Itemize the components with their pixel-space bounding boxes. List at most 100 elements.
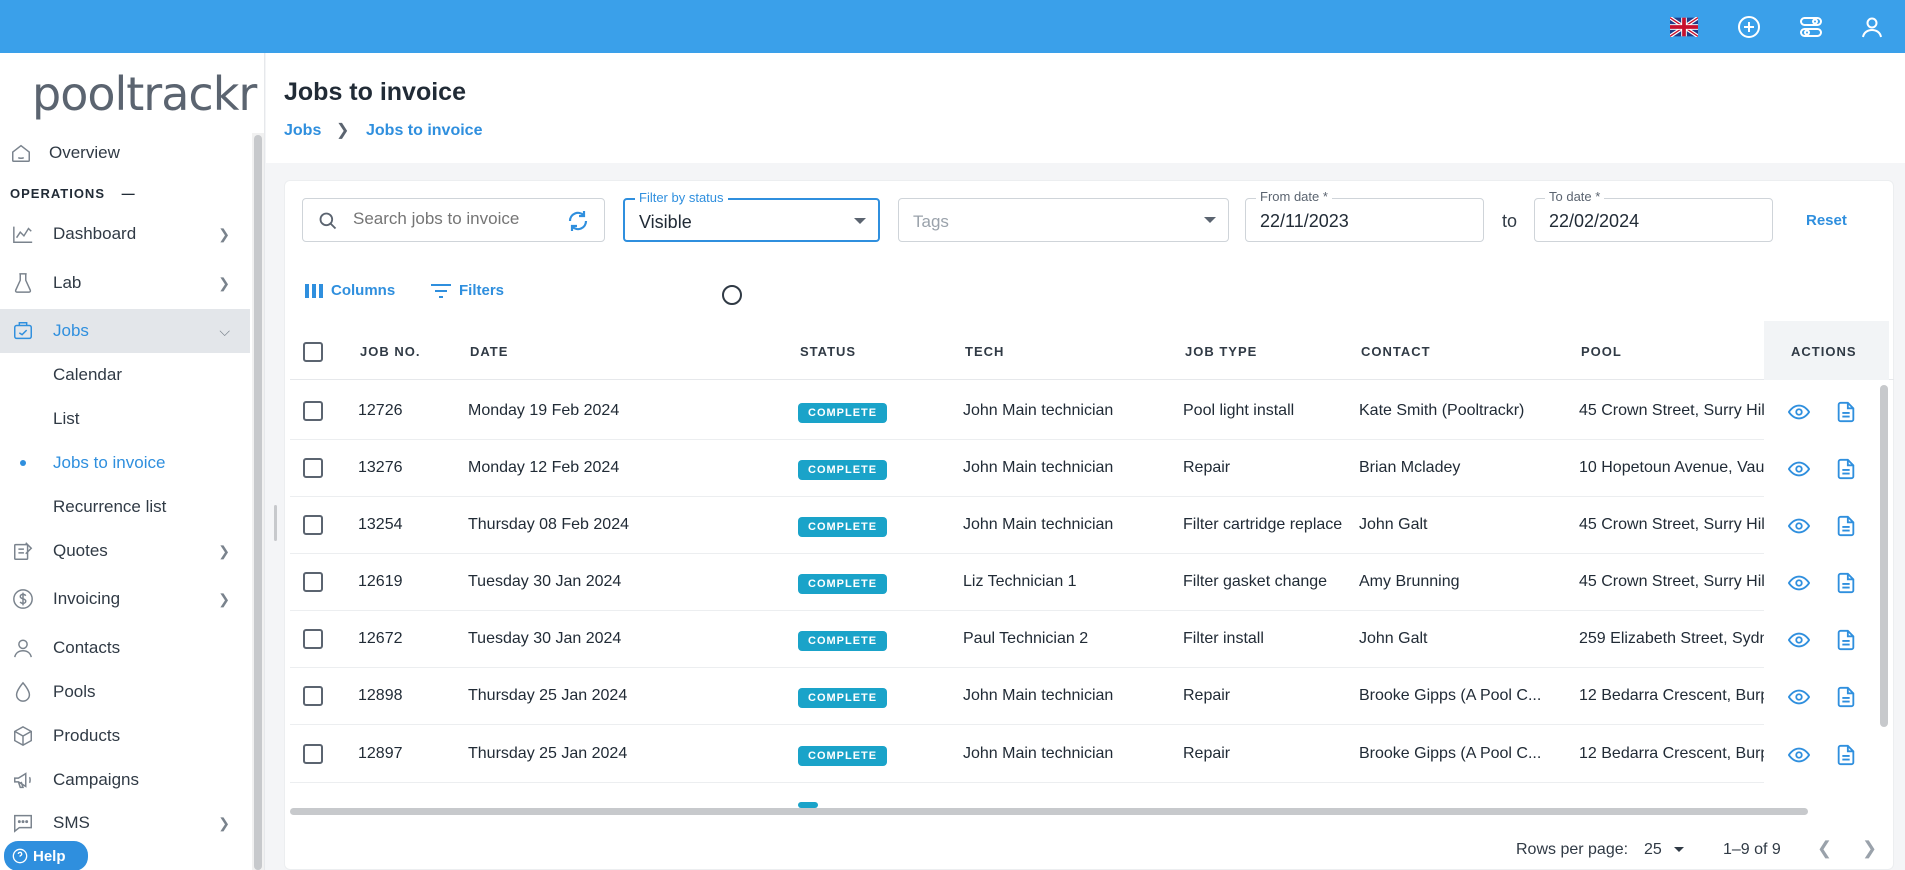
document-icon[interactable]	[1835, 572, 1857, 594]
chevron-down-icon: ⌵	[219, 322, 230, 339]
pagination-range: 1–9 of 9	[1723, 841, 1781, 858]
section-operations[interactable]: OPERATIONS —	[10, 186, 136, 201]
col-actions: ACTIONS	[1791, 344, 1857, 359]
row-checkbox[interactable]	[303, 401, 323, 421]
search-input[interactable]	[353, 209, 553, 229]
help-button[interactable]: Help	[4, 841, 88, 870]
row-actions	[1764, 383, 1889, 440]
cell-tech: John Main technician	[963, 745, 1114, 762]
table-row[interactable]	[290, 611, 1764, 668]
reset-button[interactable]: Reset	[1806, 212, 1847, 229]
table-row[interactable]	[290, 440, 1764, 497]
sidebar-item-lab[interactable]: Lab ❯	[0, 261, 250, 305]
select-all-checkbox[interactable]	[303, 342, 323, 362]
sidebar-subitem-recurrence-list[interactable]: Recurrence list	[53, 497, 167, 516]
cell-contact: Brooke Gipps (A Pool C...	[1359, 687, 1542, 704]
table-row[interactable]	[290, 726, 1764, 783]
row-actions	[1764, 668, 1889, 725]
cell-tech: John Main technician	[963, 459, 1114, 476]
sidebar-item-quotes[interactable]: Quotes ❯	[0, 529, 250, 573]
tags-select[interactable]: Tags	[898, 198, 1229, 242]
cell-tech: Liz Technician 1	[963, 573, 1077, 590]
sidebar-item-pools[interactable]: Pools	[0, 670, 250, 714]
sidebar-item-label: Jobs	[53, 321, 89, 340]
document-icon[interactable]	[1835, 401, 1857, 423]
col-date[interactable]: DATE	[470, 344, 509, 359]
breadcrumb-jobs[interactable]: Jobs	[284, 122, 322, 139]
document-icon[interactable]	[1835, 458, 1857, 480]
sidebar-item-contacts[interactable]: Contacts	[0, 626, 250, 670]
cell-date: Tuesday 30 Jan 2024	[468, 573, 622, 590]
row-checkbox[interactable]	[303, 572, 323, 592]
status-select[interactable]: Filter by status Visible	[623, 190, 880, 242]
eye-icon[interactable]	[1788, 572, 1810, 594]
sidebar-resize-handle[interactable]	[274, 505, 277, 541]
plus-circle-icon[interactable]	[1735, 13, 1763, 41]
settings-toggle-icon[interactable]	[1797, 13, 1825, 41]
sidebar-item-overview[interactable]: Overview	[0, 131, 250, 175]
sidebar: pooltrackr	[0, 53, 265, 870]
table-horizontal-scrollbar[interactable]	[290, 808, 1808, 815]
col-job-no[interactable]: JOB NO.	[360, 344, 421, 359]
cell-contact: John Galt	[1359, 630, 1428, 647]
row-actions	[1764, 611, 1889, 668]
table-row[interactable]	[290, 383, 1764, 440]
cell-date: Thursday 08 Feb 2024	[468, 516, 629, 533]
to-date-field[interactable]: To date * 22/02/2024	[1534, 189, 1773, 242]
sidebar-item-dashboard[interactable]: Dashboard ❯	[0, 212, 250, 256]
from-date-field[interactable]: From date * 22/11/2023	[1245, 189, 1484, 242]
refresh-icon[interactable]	[566, 209, 590, 233]
sidebar-subitem-list[interactable]: List	[53, 409, 80, 428]
rows-per-page-select[interactable]: 25	[1644, 841, 1685, 859]
sidebar-item-sms[interactable]: SMS ❯	[0, 801, 250, 845]
status-badge: COMPLETE	[798, 688, 888, 708]
filters-button[interactable]: Filters	[431, 282, 504, 299]
sidebar-subitem-jobs-to-invoice[interactable]: Jobs to invoice	[53, 453, 166, 472]
table-row[interactable]	[290, 554, 1764, 611]
col-contact[interactable]: CONTACT	[1361, 344, 1431, 359]
document-icon[interactable]	[1835, 744, 1857, 766]
table-vertical-scrollbar[interactable]	[1880, 385, 1888, 727]
sidebar-scrollbar-thumb[interactable]	[254, 135, 262, 870]
col-tech[interactable]: TECH	[965, 344, 1005, 359]
jobs-icon	[14, 322, 32, 340]
eye-icon[interactable]	[1788, 744, 1810, 766]
cell-contact: Brian Mcladey	[1359, 459, 1461, 476]
caret-down-icon	[1674, 847, 1685, 853]
col-pool[interactable]: POOL	[1581, 344, 1622, 359]
sidebar-item-products[interactable]: Products	[0, 714, 250, 758]
document-icon[interactable]	[1835, 515, 1857, 537]
row-checkbox[interactable]	[303, 744, 323, 764]
eye-icon[interactable]	[1788, 515, 1810, 537]
section-collapse-toggle[interactable]: —	[121, 186, 136, 201]
col-status[interactable]: STATUS	[800, 344, 857, 359]
search-field[interactable]	[302, 198, 605, 242]
row-checkbox[interactable]	[303, 515, 323, 535]
columns-button[interactable]: Columns	[305, 282, 395, 299]
document-icon[interactable]	[1835, 629, 1857, 651]
col-job-type[interactable]: JOB TYPE	[1185, 344, 1258, 359]
eye-icon[interactable]	[1788, 686, 1810, 708]
table-row[interactable]	[290, 497, 1764, 554]
prev-page-icon[interactable]: ❮	[1817, 838, 1833, 858]
table-row[interactable]	[290, 668, 1764, 725]
uk-flag-icon[interactable]	[1670, 13, 1698, 41]
breadcrumb-current: Jobs to invoice	[366, 122, 483, 139]
row-checkbox[interactable]	[303, 458, 323, 478]
eye-icon[interactable]	[1788, 458, 1810, 480]
user-icon[interactable]	[1858, 13, 1886, 41]
sidebar-item-jobs[interactable]: Jobs ⌵	[0, 309, 250, 353]
sidebar-item-invoicing[interactable]: Invoicing ❯	[0, 577, 250, 621]
pooltrackr-logo[interactable]: pooltrackr	[30, 67, 257, 127]
sidebar-item-campaigns[interactable]: Campaigns	[0, 758, 250, 802]
cell-job-type: Filter cartridge replace	[1183, 516, 1343, 533]
row-checkbox[interactable]	[303, 686, 323, 706]
eye-icon[interactable]	[1788, 401, 1810, 423]
next-page-icon[interactable]: ❯	[1862, 838, 1878, 858]
document-icon[interactable]	[1835, 686, 1857, 708]
sidebar-subitem-calendar[interactable]: Calendar	[53, 365, 122, 384]
eye-icon[interactable]	[1788, 629, 1810, 651]
page-header	[266, 53, 1905, 163]
caret-down-icon	[1204, 217, 1216, 223]
row-checkbox[interactable]	[303, 629, 323, 649]
